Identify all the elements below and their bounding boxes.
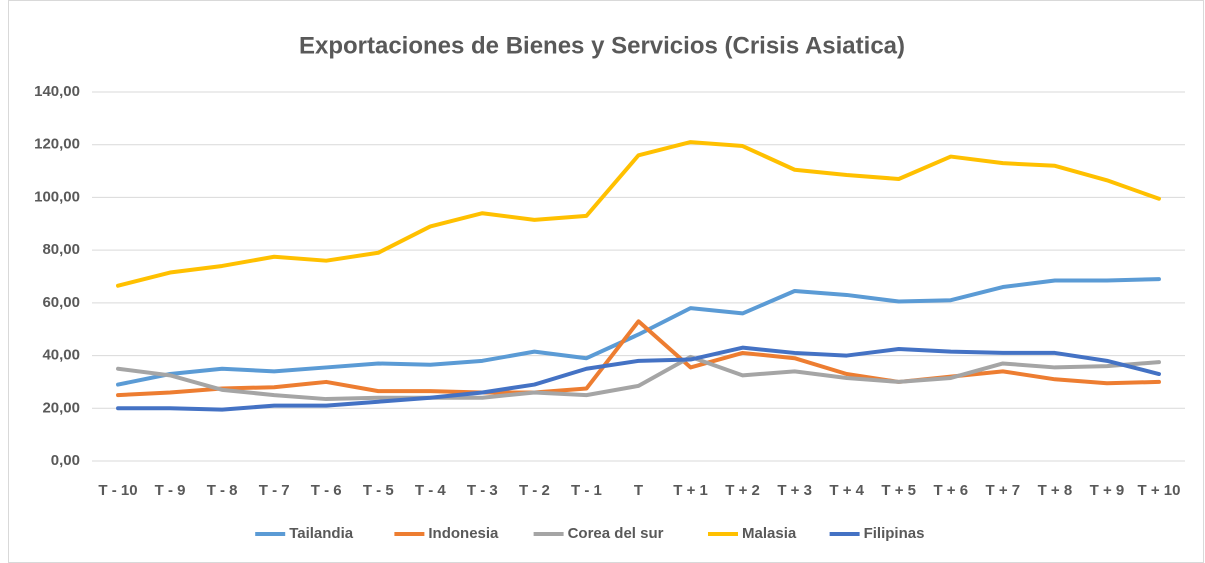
y-tick-label: 20,00	[42, 399, 80, 416]
x-tick-label: T + 7	[986, 482, 1021, 499]
x-tick-label: T + 4	[829, 482, 864, 499]
x-tick-label: T - 3	[467, 482, 498, 499]
x-tick-label: T - 8	[207, 482, 238, 499]
x-tick-label: T - 2	[519, 482, 550, 499]
legend-label: Malasia	[742, 525, 797, 542]
y-tick-label: 100,00	[34, 188, 80, 205]
x-tick-label: T - 1	[571, 482, 602, 499]
x-tick-label: T - 9	[155, 482, 186, 499]
chart-border	[8, 0, 1204, 563]
line-series	[116, 319, 1161, 398]
x-tick-label: T + 1	[673, 482, 708, 499]
line-series	[116, 277, 1161, 387]
y-tick-label: 0,00	[51, 452, 80, 469]
legend-label: Indonesia	[428, 525, 499, 542]
y-tick-label: 80,00	[42, 241, 80, 258]
legend-label: Corea del sur	[568, 525, 664, 542]
line-series	[116, 354, 1161, 402]
line-series	[116, 345, 1161, 412]
x-tick-label: T + 5	[881, 482, 916, 499]
legend-label: Filipinas	[864, 525, 925, 542]
chart-title: Exportaciones de Bienes y Servicios (Cri…	[299, 32, 905, 59]
x-tick-label: T + 10	[1137, 482, 1180, 499]
x-tick-label: T	[634, 482, 643, 499]
x-tick-label: T - 4	[415, 482, 446, 499]
y-tick-label: 60,00	[42, 294, 80, 311]
y-tick-label: 140,00	[34, 83, 80, 100]
x-tick-label: T - 6	[311, 482, 342, 499]
x-tick-label: T - 10	[98, 482, 137, 499]
x-tick-label: T - 7	[259, 482, 290, 499]
legend-label: Tailandia	[289, 525, 354, 542]
x-tick-label: T - 5	[363, 482, 394, 499]
x-tick-label: T + 2	[725, 482, 760, 499]
y-tick-label: 40,00	[42, 347, 80, 364]
line-series	[116, 140, 1161, 288]
x-tick-label: T + 9	[1090, 482, 1125, 499]
x-tick-label: T + 8	[1038, 482, 1073, 499]
y-tick-label: 120,00	[34, 136, 80, 153]
x-tick-label: T + 3	[777, 482, 812, 499]
x-tick-label: T + 6	[933, 482, 968, 499]
